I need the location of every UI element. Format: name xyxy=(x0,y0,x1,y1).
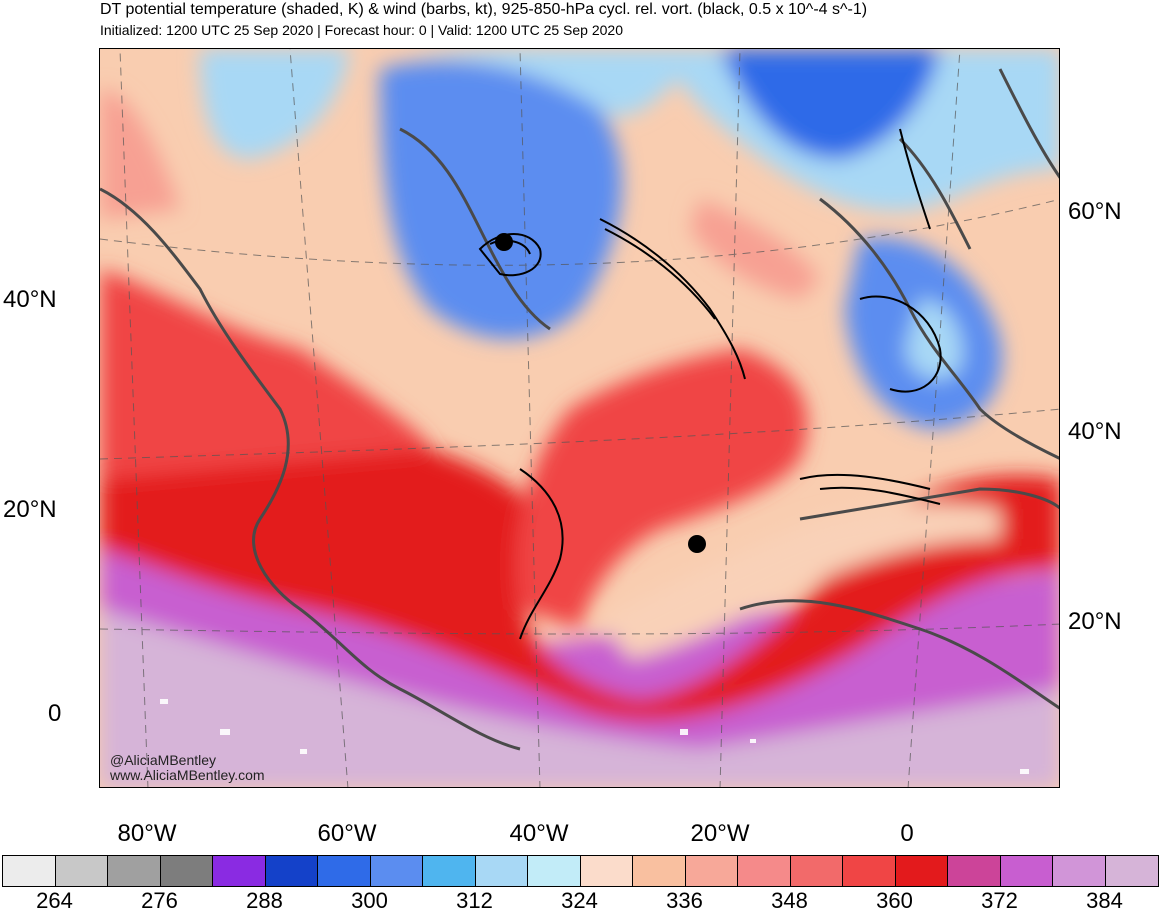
vortex-marker xyxy=(688,535,706,553)
credit-website: www.AliciaMBentley.com xyxy=(110,767,265,783)
lon-label-80w: 80°W xyxy=(117,820,177,847)
lat-label-left-40n: 40°N xyxy=(3,286,57,313)
lat-label-right-60n: 60°N xyxy=(1068,198,1122,225)
colorbar-swatch xyxy=(1105,856,1158,886)
colorbar-swatch xyxy=(633,856,686,886)
colorbar-swatch xyxy=(318,856,371,886)
colorbar-swatch xyxy=(843,856,896,886)
chart-title: DT potential temperature (shaded, K) & w… xyxy=(100,1,868,18)
colorbar-swatch xyxy=(160,856,213,886)
colorbar-swatch xyxy=(528,856,581,886)
weather-map xyxy=(99,48,1060,788)
colorbar-swatch xyxy=(108,856,161,886)
colorbar-swatch xyxy=(423,856,476,886)
colorbar-swatch xyxy=(213,856,266,886)
graticule-lines xyxy=(100,49,1059,787)
colorbar-label: 300 xyxy=(351,888,388,913)
colorbar-label: 276 xyxy=(141,888,178,913)
lon-label-20w: 20°W xyxy=(690,820,750,847)
colorbar-swatch xyxy=(948,856,1001,886)
colorbar-swatch xyxy=(1000,856,1053,886)
vorticity-contours xyxy=(478,128,942,640)
colorbar-label: 264 xyxy=(36,888,73,913)
colorbar-swatch xyxy=(790,856,843,886)
colorbar-label: 360 xyxy=(876,888,913,913)
colorbar-swatch xyxy=(580,856,633,886)
lon-label-0: 0 xyxy=(900,820,914,847)
colorbar-swatch xyxy=(738,856,791,886)
credit-handle: @AliciaMBentley xyxy=(110,752,217,768)
colorbar-swatch xyxy=(55,856,108,886)
colorbar xyxy=(2,855,1159,887)
lat-label-right-20n: 20°N xyxy=(1068,608,1122,635)
lon-label-60w: 60°W xyxy=(317,820,377,847)
lat-label-left-20n: 20°N xyxy=(3,496,57,523)
colorbar-label: 348 xyxy=(771,888,808,913)
coastlines xyxy=(100,68,1059,751)
colorbar-swatch xyxy=(3,856,56,886)
colorbar-swatch xyxy=(370,856,423,886)
colorbar-label: 324 xyxy=(561,888,598,913)
lat-label-left-0: 0 xyxy=(48,700,62,727)
colorbar-label: 372 xyxy=(981,888,1018,913)
colorbar-swatch xyxy=(265,856,318,886)
colorbar-label: 384 xyxy=(1086,888,1123,913)
lon-label-40w: 40°W xyxy=(509,820,569,847)
colorbar-label: 312 xyxy=(456,888,493,913)
lat-label-right-40n: 40°N xyxy=(1068,418,1122,445)
chart-subtitle: Initialized: 1200 UTC 25 Sep 2020 | Fore… xyxy=(100,22,623,38)
colorbar-swatch xyxy=(685,856,738,886)
colorbar-label: 288 xyxy=(246,888,283,913)
colorbar-swatch xyxy=(895,856,948,886)
colorbar-swatch xyxy=(475,856,528,886)
map-canvas xyxy=(100,49,1059,787)
cyclone-center-marker xyxy=(495,233,513,251)
temperature-shading xyxy=(100,49,1059,787)
colorbar-label: 336 xyxy=(666,888,703,913)
colorbar-swatch xyxy=(1053,856,1106,886)
